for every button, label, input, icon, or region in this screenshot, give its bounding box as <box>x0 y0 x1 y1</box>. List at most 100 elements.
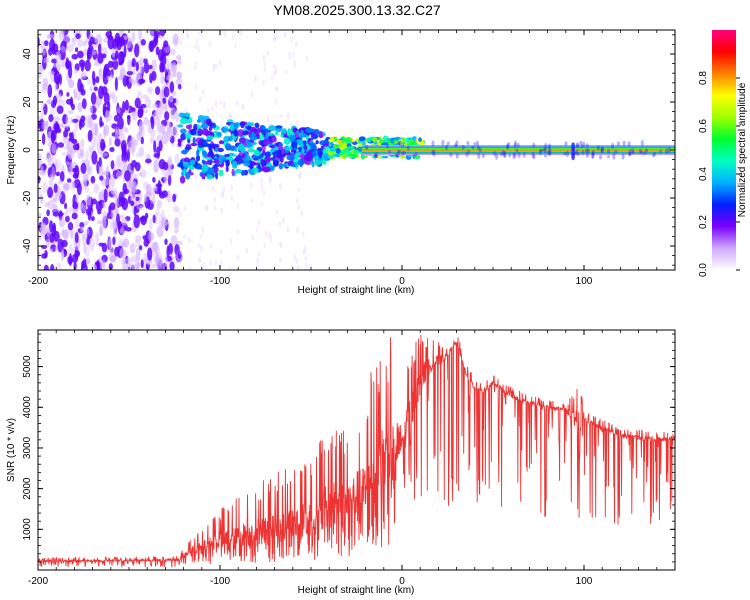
heatmap-cell <box>51 143 57 154</box>
heatmap-cell <box>564 141 568 147</box>
heatmap-cell <box>513 142 517 149</box>
heatmap-cell <box>143 193 148 203</box>
heatmap-cell <box>243 161 251 167</box>
heatmap-cell <box>246 125 251 131</box>
heatmap-cell <box>591 152 595 159</box>
heatmap-cell <box>130 111 137 117</box>
heatmap-cell <box>95 76 100 84</box>
heatmap-cell <box>652 153 656 158</box>
heatmap-cell <box>599 154 602 160</box>
heatmap-cell <box>627 141 631 147</box>
heatmap-cell <box>157 225 163 237</box>
heatmap-cell <box>140 259 144 269</box>
heatmap-cell <box>235 100 239 108</box>
heatmap-cell <box>199 234 203 239</box>
heatmap-cell <box>575 149 579 155</box>
heatmap-cell <box>71 180 76 189</box>
heatmap-cell <box>86 78 92 86</box>
heatmap-cell <box>455 153 459 159</box>
heatmap-cell <box>286 154 294 161</box>
heatmap-cell <box>134 162 141 172</box>
heatmap-cell <box>91 150 98 165</box>
heatmap-cell <box>114 50 119 60</box>
heatmap-cell <box>41 253 48 259</box>
snr-x-tick-label: -100 <box>210 576 230 587</box>
heatmap-cell <box>123 44 127 58</box>
heatmap-cell <box>46 209 50 217</box>
heatmap-cell <box>155 86 161 96</box>
heatmap-cell <box>40 244 48 249</box>
heatmap-cell <box>86 162 90 176</box>
heatmap-cell <box>202 261 206 268</box>
heatmap-cell <box>200 123 209 130</box>
heatmap-cell <box>401 137 405 141</box>
heatmap-cell <box>174 153 180 165</box>
heatmap-cell <box>80 72 87 79</box>
heatmap-cell <box>288 134 296 141</box>
heatmap-cell <box>58 211 64 217</box>
heatmap-cell <box>72 201 79 210</box>
heatmap-cell <box>171 64 177 78</box>
heatmap-cell <box>517 152 521 158</box>
heatmap-cell <box>98 68 103 78</box>
heatmap-cell <box>189 159 196 166</box>
heatmap-cell <box>612 152 616 160</box>
heatmap-cell <box>222 30 226 34</box>
heatmap-cell <box>276 151 282 159</box>
heatmap-cell <box>305 127 313 133</box>
heatmap-cell <box>219 99 223 106</box>
heatmap-cell <box>180 133 187 141</box>
heatmap-cell <box>341 139 345 144</box>
heatmap-cell <box>295 154 299 159</box>
heatmap-cell <box>580 144 584 149</box>
heatmap-cell <box>543 147 547 154</box>
heatmap-cell <box>140 38 146 46</box>
heatmap-cell <box>79 221 85 229</box>
heatmap-cell <box>512 152 516 160</box>
heatmap-cell <box>252 162 261 166</box>
heatmap-cell <box>303 245 307 253</box>
heatmap-cell <box>195 154 201 162</box>
heatmap-cell <box>229 238 233 245</box>
heatmap-cell <box>93 86 98 92</box>
heatmap-cell <box>275 209 279 215</box>
heatmap-cell <box>199 245 203 254</box>
heatmap-cell <box>406 145 410 151</box>
heatmap-cell <box>304 153 312 162</box>
heatmap-cell <box>208 126 213 132</box>
heatmap-cell <box>87 209 92 221</box>
heatmap-cell <box>591 151 595 159</box>
heatmap-cell <box>335 148 341 154</box>
heatmap-cell <box>75 47 79 53</box>
heatmap-cell <box>195 38 199 45</box>
heatmap-cell <box>273 69 277 77</box>
heatmap-cell <box>174 228 179 234</box>
heatmap-cell <box>159 30 166 37</box>
heatmap-cell <box>38 164 44 176</box>
heatmap-cell <box>563 151 567 156</box>
snr-x-ticks: -200 -100 0 100 <box>28 330 676 587</box>
heatmap-cell <box>169 81 175 94</box>
heatmap-cell <box>177 250 182 259</box>
heatmap-band <box>361 149 675 151</box>
heatmap-cell <box>600 148 604 154</box>
heatmap-cell <box>179 250 182 256</box>
heatmap-cell <box>659 149 663 154</box>
heatmap-cell <box>616 141 620 147</box>
heatmap-cell <box>228 113 232 119</box>
heatmap-cell <box>133 173 139 180</box>
heatmap-cell <box>225 159 230 167</box>
heatmap-cell <box>81 260 85 269</box>
heatmap-cell <box>152 176 156 183</box>
heatmap-cell <box>206 118 211 125</box>
heatmap-cell <box>125 75 129 85</box>
heatmap-cell <box>184 157 190 163</box>
heatmap-cell <box>205 205 209 212</box>
heatmap-cell <box>67 221 74 231</box>
heatmap-cell <box>72 172 79 179</box>
heatmap-cell <box>239 30 243 37</box>
heatmap-cell <box>227 136 233 142</box>
heatmap-cell <box>77 102 83 113</box>
heatmap-cell <box>232 153 237 157</box>
heatmap-cell <box>90 263 98 270</box>
